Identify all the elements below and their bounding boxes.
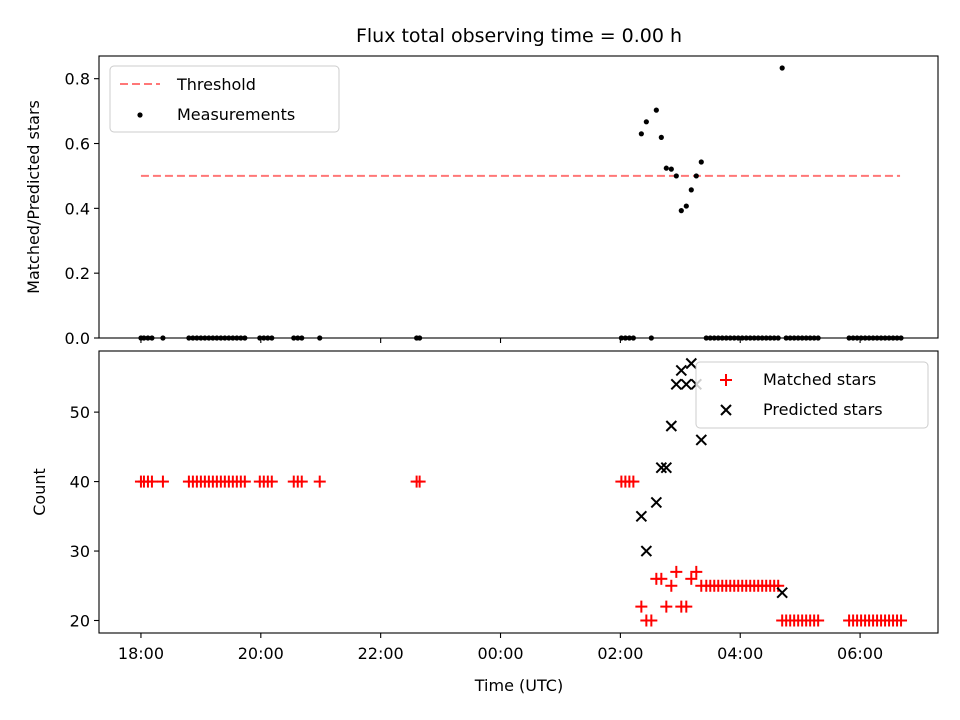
measurement-point: [658, 134, 664, 140]
top-axes-frame: [98, 55, 939, 339]
bottom-plot-area: [134, 357, 908, 627]
matched-star-point: [313, 475, 326, 488]
top-y-tick-label: 0.6: [65, 135, 90, 154]
measurements-legend-label: Measurements: [177, 105, 295, 124]
measurement-point: [683, 203, 689, 209]
measurement-point: [663, 165, 669, 171]
matched-star-point: [685, 572, 698, 585]
threshold-legend-label: Threshold: [176, 75, 256, 94]
matched-star-point: [812, 614, 825, 627]
bottom-y-tick-label: 50: [70, 403, 90, 422]
x-axis-label: Time (UTC): [474, 676, 563, 695]
top-y-tick-label: 0.0: [65, 329, 90, 348]
bottom-legend-box: [695, 361, 929, 429]
top-panel: 0.00.20.40.60.8 Matched/Predicted stars …: [24, 55, 939, 348]
matched-star-point: [690, 565, 703, 578]
matched-star-point: [895, 614, 908, 627]
matched-star-point: [635, 600, 648, 613]
measurement-point: [673, 173, 679, 179]
matched-star-point: [627, 475, 640, 488]
top-legend-box: [109, 65, 340, 133]
matched-star-point: [265, 475, 278, 488]
matched-star-point: [238, 475, 251, 488]
matched-star-point: [413, 475, 426, 488]
top-y-tick-label: 0.8: [65, 70, 90, 89]
predicted-stars-legend-label: Predicted stars: [763, 400, 883, 419]
bottom-panel: 20 30 40 50 18:00 20:00 22:00 00:00 02:00 04:00 06…: [30, 350, 939, 695]
chart-title: Flux total observing time = 0.00 h: [356, 25, 682, 47]
measurement-point: [779, 65, 785, 71]
measurements-legend-swatch: [137, 112, 143, 118]
predicted-star-point: [660, 461, 673, 474]
bottom-x-tick-label: 22:00: [358, 644, 404, 663]
measurement-point: [668, 166, 674, 172]
top-y-tick-label: 0.2: [65, 264, 90, 283]
matched-star-point: [665, 579, 678, 592]
predicted-star-point: [640, 545, 653, 557]
bottom-y-tick-label: 40: [70, 473, 90, 492]
matched-star-point: [680, 600, 693, 613]
measurement-point: [698, 159, 704, 165]
predicted-star-point: [680, 378, 693, 391]
bottom-axis-ticks: 20 30 40 50 18:00 20:00 22:00 00:00 02:00 04:00 06…: [70, 403, 884, 663]
measurement-point: [638, 131, 644, 137]
top-legend: Threshold Measurements: [109, 65, 340, 133]
top-y-tick-label: 0.4: [65, 199, 90, 218]
measurement-point: [643, 119, 649, 125]
matched-star-point: [156, 475, 169, 488]
measurement-point: [693, 173, 699, 179]
bottom-y-tick-label: 30: [70, 542, 90, 561]
bottom-x-tick-label: 00:00: [477, 644, 523, 663]
bottom-axes-frame: [98, 350, 939, 634]
matched-star-point: [655, 572, 668, 585]
bottom-y-axis-label: Count: [30, 468, 49, 516]
matched-star-point: [660, 600, 673, 613]
predicted-stars-legend-swatch: [720, 404, 732, 416]
predicted-star-point: [655, 461, 668, 474]
predicted-star-point: [776, 587, 788, 599]
top-axis-ticks: 0.0 0.2 0.4 0.6 0.8: [65, 70, 861, 348]
predicted-star-point: [675, 364, 688, 377]
matched-stars-legend-swatch: [720, 374, 732, 386]
bottom-x-tick-label: 20:00: [238, 644, 284, 663]
measurement-point: [688, 187, 694, 193]
bottom-y-tick-label: 20: [70, 611, 90, 630]
bottom-legend: Matched stars Predicted stars: [695, 361, 929, 429]
top-y-axis-label: Matched/Predicted stars: [24, 100, 43, 294]
predicted-star-point: [665, 420, 678, 432]
bottom-x-tick-label: 18:00: [118, 644, 164, 663]
predicted-star-point: [685, 357, 698, 370]
measurement-point: [653, 107, 659, 113]
bottom-x-tick-label: 06:00: [837, 644, 883, 663]
matched-star-point: [670, 565, 683, 578]
predicted-star-point: [695, 434, 707, 446]
predicted-star-point: [635, 510, 648, 523]
measurement-point: [678, 208, 684, 214]
matched-star-point: [145, 475, 158, 488]
bottom-x-tick-label: 02:00: [597, 644, 643, 663]
bottom-x-tick-label: 04:00: [717, 644, 763, 663]
matched-star-point: [645, 614, 658, 627]
matched-stars-legend-label: Matched stars: [763, 370, 876, 389]
matched-star-point: [295, 475, 308, 488]
predicted-star-point: [670, 378, 683, 391]
predicted-star-point: [650, 496, 663, 509]
top-plot-area: [138, 65, 904, 341]
